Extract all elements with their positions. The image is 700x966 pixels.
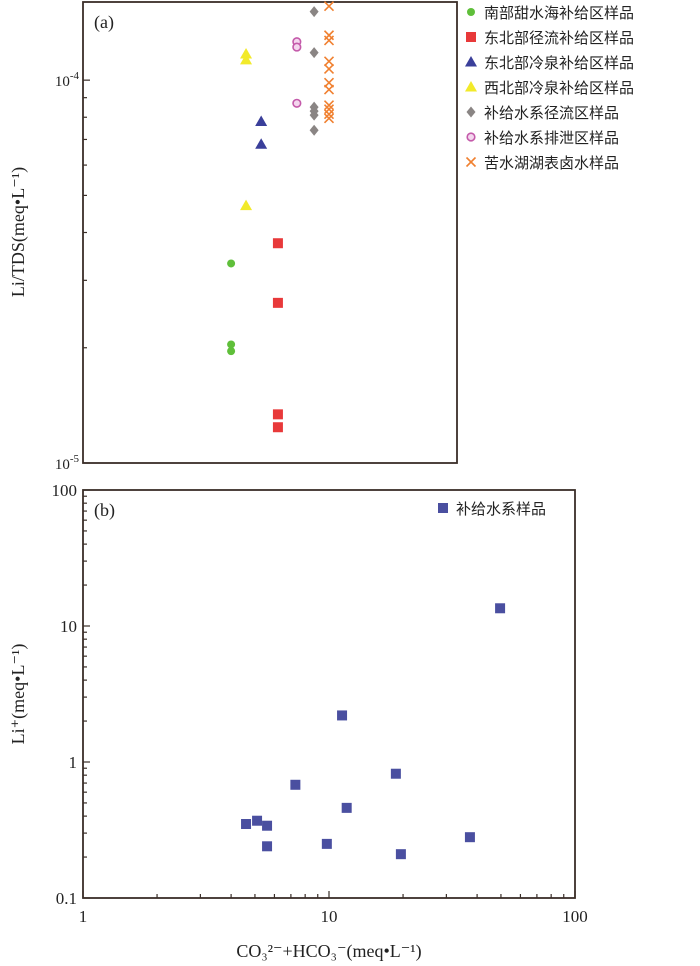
data-point [321, 838, 332, 849]
data-point [252, 815, 263, 826]
data-point [337, 710, 348, 721]
legend-entry: 东北部冷泉补给区样品 [465, 54, 634, 72]
data-point [227, 340, 236, 349]
data-point [323, 113, 335, 124]
y-tick-label: 10-4 [55, 70, 80, 90]
legend-entry: 补给水系径流区样品 [466, 104, 619, 122]
y-tick-label: 10-5 [55, 453, 80, 473]
data-point [241, 819, 252, 830]
data-point [262, 820, 273, 831]
data-point [309, 47, 319, 59]
legend-marker [465, 56, 477, 67]
data-point [309, 124, 319, 136]
data-point [240, 48, 253, 59]
series-6 [292, 37, 302, 108]
legend-marker [438, 503, 448, 513]
data-point [323, 109, 335, 120]
legend-label: 南部甜水海补给区样品 [484, 4, 634, 22]
data-point [464, 832, 475, 843]
data-point [323, 35, 335, 46]
legend-entry: 补给水系排泄区样品 [466, 129, 619, 147]
legend-marker [467, 8, 475, 16]
data-point [262, 841, 273, 852]
y-tick-label: 0.1 [56, 889, 77, 908]
plot-frame-a [82, 1, 458, 464]
y-tick-label: 100 [52, 481, 78, 500]
data-point [323, 1, 335, 12]
series-1 [241, 603, 506, 860]
data-point [323, 56, 335, 67]
series-1 [227, 259, 236, 356]
legend-label: 补给水系排泄区样品 [484, 129, 619, 147]
data-point [272, 409, 283, 420]
x-ticks-b: 1 10 100 [79, 891, 588, 926]
legend-entry: 苦水湖湖表卤水样品 [465, 154, 619, 172]
data-point [255, 115, 268, 126]
data-point [495, 603, 506, 614]
panel-label-b: (b) [94, 500, 115, 521]
legend-marker [466, 132, 476, 142]
legend-a: 南部甜水海补给区样品东北部径流补给区样品东北部冷泉补给区样品西北部冷泉补给区样品… [465, 4, 634, 172]
data-point [292, 98, 302, 108]
y-axis-label-b: Li⁺(meq•L⁻¹) [8, 644, 29, 745]
series-2 [272, 238, 283, 433]
x-axis-label-b: CO₃²⁻+HCO₃⁻(meq•L⁻¹) [236, 941, 421, 962]
plot-frame-b [82, 489, 576, 899]
data-point [309, 109, 319, 121]
y-axis-label-a: Li/TDS(meq•L⁻¹) [8, 167, 29, 297]
data-points-b [241, 603, 506, 860]
data-point [272, 422, 283, 433]
data-point [272, 238, 283, 249]
legend-label: 东北部冷泉补给区样品 [484, 54, 634, 72]
data-point [240, 53, 253, 65]
legend-entry: 西北部冷泉补给区样品 [465, 79, 634, 97]
data-point [292, 42, 302, 52]
data-point [309, 6, 319, 18]
data-point [255, 138, 268, 149]
legend-label: 补给水系径流区样品 [484, 104, 619, 122]
data-point [323, 63, 335, 74]
series-7 [323, 1, 335, 124]
data-point [390, 768, 401, 779]
legend-marker [466, 106, 476, 118]
data-point [323, 84, 335, 95]
y-ticks-a: 10-4 10-5 [55, 70, 90, 473]
legend-entry: 补给水系样品 [438, 500, 546, 518]
data-point [227, 259, 236, 268]
series-5 [309, 6, 319, 136]
data-point [290, 779, 301, 790]
legend-label: 西北部冷泉补给区样品 [484, 79, 634, 97]
panel-label-a: (a) [94, 12, 114, 33]
series-3 [255, 115, 268, 149]
data-point [341, 802, 352, 813]
y-ticks-b: 0.1 1 10 100 [52, 481, 90, 908]
x-tick-label: 100 [562, 907, 588, 926]
data-point [323, 100, 335, 111]
data-point [323, 30, 335, 41]
x-tick-label: 1 [79, 907, 88, 926]
legend-b: 补给水系样品 [438, 500, 546, 518]
series-4 [240, 48, 253, 211]
y-tick-label: 1 [69, 753, 78, 772]
legend-label: 补给水系样品 [456, 500, 546, 518]
x-tick-label: 10 [321, 907, 338, 926]
data-point [240, 199, 253, 211]
panel-a: (a) Li/TDS(meq•L⁻¹) 10-4 10-5 南部甜水海补给区样品东… [8, 1, 634, 473]
legend-marker [465, 156, 477, 168]
legend-entry: 南部甜水海补给区样品 [467, 4, 634, 22]
data-point [227, 347, 236, 356]
legend-entry: 东北部径流补给区样品 [466, 29, 634, 47]
y-tick-label: 10 [60, 617, 77, 636]
legend-label: 苦水湖湖表卤水样品 [484, 154, 619, 172]
data-points-a [227, 1, 335, 433]
legend-marker [465, 81, 477, 92]
legend-marker [466, 32, 476, 42]
panel-b: (b) Li⁺(meq•L⁻¹) CO₃²⁻+HCO₃⁻(meq•L⁻¹) 0.… [8, 481, 588, 962]
legend-label: 东北部径流补给区样品 [484, 29, 634, 47]
data-point [272, 297, 283, 308]
data-point [395, 849, 406, 860]
